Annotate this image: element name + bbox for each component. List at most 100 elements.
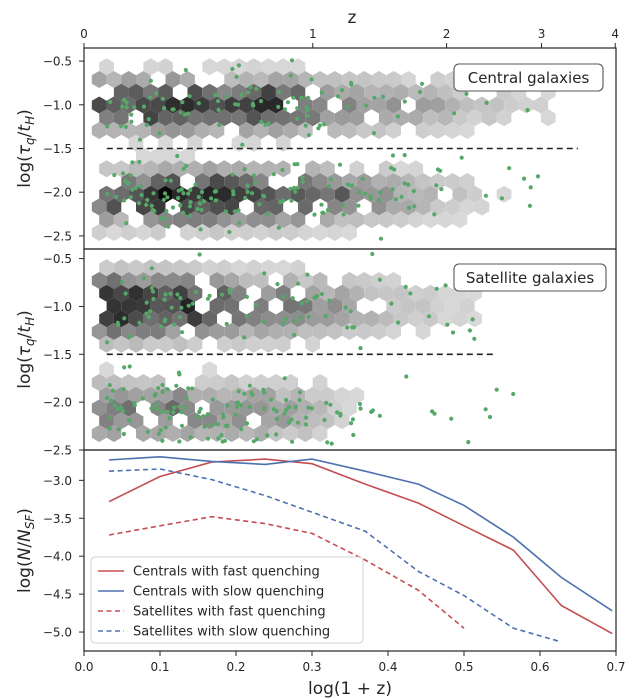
scatter-point <box>258 99 264 104</box>
hexbin-cell <box>364 310 379 328</box>
hexbin-cell <box>253 198 269 216</box>
scatter-point <box>280 294 286 299</box>
scatter-point <box>293 405 298 410</box>
scatter-point <box>196 101 201 106</box>
scatter-point <box>160 382 165 388</box>
hexbin-cell <box>496 109 512 127</box>
scatter-point <box>240 142 245 147</box>
scatter-point <box>297 390 303 395</box>
hexbin-cell <box>423 185 438 203</box>
hexbin-cell <box>194 374 210 391</box>
scatter-point <box>253 302 258 307</box>
scatter-point <box>282 107 288 112</box>
scatter-point <box>356 190 362 195</box>
scatter-point <box>144 311 149 316</box>
scatter-point <box>132 403 137 408</box>
scatter-point <box>237 220 242 226</box>
scatter-point <box>295 420 300 425</box>
y-tick-label: −1.5 <box>43 142 72 156</box>
scatter-point <box>345 182 350 187</box>
hexbin-cell <box>180 147 195 165</box>
hexbin-cell <box>246 259 262 277</box>
scatter-point <box>124 100 129 105</box>
scatter-point <box>178 296 183 301</box>
top-axis-label: z <box>348 8 357 28</box>
hexbin-cell <box>128 160 144 178</box>
line-series-group <box>108 455 613 643</box>
hexbin-cell <box>136 71 151 88</box>
hexbin-cell <box>437 310 453 328</box>
scatter-point <box>223 209 228 214</box>
hexbin-cell <box>268 96 284 114</box>
hexbin-cell <box>113 284 129 302</box>
x-axis-label: log(1 + z) <box>308 679 392 699</box>
hexbin-cell <box>393 160 409 178</box>
hexbin-cell <box>408 83 424 101</box>
hexbin-cell <box>231 386 247 404</box>
hexbin-cell <box>356 323 372 340</box>
legend: Centrals with fast quenching Centrals wit… <box>90 556 364 644</box>
y-tick-label: −4.5 <box>43 588 72 602</box>
scatter-point <box>186 191 191 196</box>
top-tick-label: 0 <box>80 27 88 41</box>
series-line <box>108 515 465 629</box>
scatter-point <box>151 296 156 302</box>
scatter-point <box>378 190 383 195</box>
annotation-text-central: Central galaxies <box>468 69 590 87</box>
scatter-point <box>120 171 126 176</box>
scatter-point <box>179 423 185 428</box>
hexbin-cell <box>150 147 166 165</box>
hexbin-cell <box>158 109 173 127</box>
hexbin-cell <box>261 58 276 76</box>
scatter-point <box>206 436 211 441</box>
scatter-point <box>234 74 239 79</box>
hexbin-cell <box>187 310 203 328</box>
hexbin-cell <box>467 185 482 203</box>
scatter-point <box>210 397 215 402</box>
scatter-point <box>378 236 384 241</box>
hexbin-cell <box>91 399 107 417</box>
hexbin-cell <box>209 297 225 315</box>
scatter-point <box>393 197 398 202</box>
scatter-point <box>112 172 117 178</box>
scatter-point <box>194 289 199 294</box>
hexbin-cell <box>136 323 151 340</box>
scatter-point <box>207 293 212 298</box>
scatter-point <box>376 198 381 203</box>
hexbin-cell <box>371 173 387 190</box>
hexbin-cell <box>239 122 254 139</box>
scatter-point <box>483 193 488 198</box>
hexbin-cell <box>452 185 468 203</box>
hexbin-cell <box>320 412 335 430</box>
scatter-point <box>185 111 191 116</box>
hexbin-cell <box>437 211 453 229</box>
scatter-point <box>188 187 193 192</box>
hexbin-cell <box>121 272 136 289</box>
hexbin-cell <box>423 109 438 127</box>
annotation-text-satellite: Satellite galaxies <box>466 269 595 287</box>
hexbin-cell <box>445 297 460 315</box>
scatter-point <box>289 198 294 203</box>
hexbin-cell <box>445 198 460 216</box>
top-tick-label: 4 <box>611 27 619 41</box>
hexbin-cell <box>172 386 188 404</box>
scatter-point <box>309 406 314 411</box>
scatter-point <box>167 416 172 421</box>
scatter-point <box>288 186 293 191</box>
scatter-point <box>349 421 354 426</box>
hexbin-cell <box>283 224 298 241</box>
hexbin-cell <box>334 386 350 404</box>
scatter-point <box>158 215 163 221</box>
hexbin-cell <box>261 284 276 302</box>
y-axis-label-fraction: log(N/NSF) <box>15 508 37 593</box>
hexbin-cell <box>253 297 269 315</box>
hexbin-cell <box>356 272 372 289</box>
hexbin-cell <box>253 173 269 190</box>
scatter-point <box>275 282 280 287</box>
scatter-point <box>435 167 441 172</box>
scatter-point <box>253 180 258 185</box>
scatter-point <box>276 89 281 94</box>
hexbin-cell <box>342 224 357 241</box>
hexbin-cell <box>298 224 313 241</box>
hexbin-cell <box>224 173 240 190</box>
